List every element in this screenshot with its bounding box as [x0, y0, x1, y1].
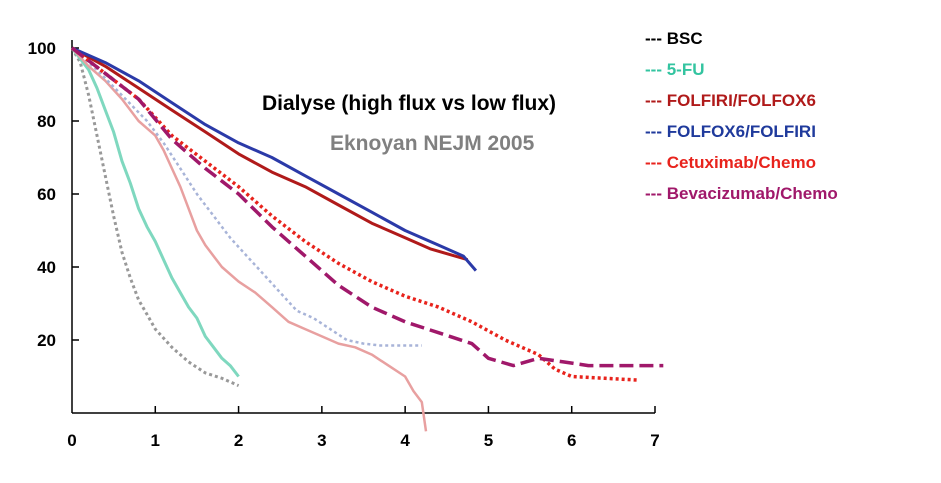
x-tick-label: 6: [567, 431, 576, 450]
x-tick-label: 1: [151, 431, 160, 450]
x-tick-label: 7: [650, 431, 659, 450]
legend-entry-3: --- FOLFOX6/FOLFIRI: [645, 122, 816, 141]
series-line-6: [70, 46, 639, 382]
legend-entry-2: --- FOLFIRI/FOLFOX6: [645, 91, 816, 110]
series-line-3: [71, 47, 422, 347]
y-tick-label: 40: [37, 258, 56, 277]
x-tick-label: 0: [67, 431, 76, 450]
annotation-title: Dialyse (high flux vs low flux): [262, 92, 556, 115]
x-tick-label: 4: [400, 431, 410, 450]
legend-entry-4: --- Cetuximab/Chemo: [645, 153, 816, 172]
y-tick-label: 60: [37, 185, 56, 204]
x-tick-label: 2: [234, 431, 243, 450]
annotation-source: Eknoyan NEJM 2005: [330, 132, 535, 155]
series-layer: [70, 46, 664, 432]
legend-entry-1: --- 5-FU: [645, 60, 704, 79]
y-tick-label: 80: [37, 112, 56, 131]
series-line-2: [71, 47, 428, 432]
series-line-4: [71, 46, 469, 262]
x-tick-label: 5: [484, 431, 493, 450]
legend-entry-5: --- Bevacizumab/Chemo: [645, 184, 838, 203]
y-tick-label: 20: [37, 331, 56, 350]
annotations: Dialyse (high flux vs low flux) Eknoyan …: [262, 92, 556, 155]
series-line-5: [71, 46, 478, 272]
x-tick-label: 3: [317, 431, 326, 450]
legend-entry-0: --- BSC: [645, 29, 703, 48]
legend: --- BSC --- 5-FU --- FOLFIRI/FOLFOX6 --- FO…: [645, 29, 838, 203]
series-line-7: [70, 46, 664, 368]
series-line-1: [70, 47, 240, 378]
y-tick-label: 100: [28, 39, 56, 58]
